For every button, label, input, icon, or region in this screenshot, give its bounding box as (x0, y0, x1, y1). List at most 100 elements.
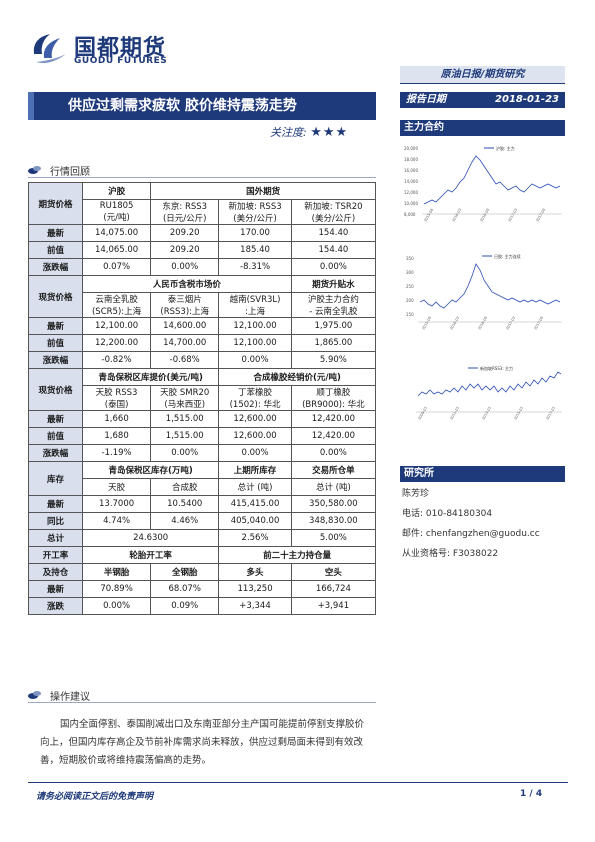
analyst-email: 邮件: chenfangzhen@guodu.cc (402, 529, 540, 539)
row-label: 同比 (28, 512, 83, 530)
column-header: 顺丁橡胶 (BR9000): 华北 (290, 385, 377, 411)
table-cell: 12,200.00 (81, 334, 152, 352)
section-market-review-label: 行情回顾 (50, 167, 90, 178)
table-cell: 10.5400 (150, 495, 220, 513)
table-cell: +3,344 (218, 597, 292, 615)
analyst-name: 陈芳珍 (402, 489, 430, 499)
market-table: 期货价格 沪胶 国外期货 RU1805 (元/吨) 东京: RSS3 (日元/公斤)… (28, 182, 377, 615)
table-row: 最新 70.89% 68.07% 113,250 166,724 (28, 580, 377, 598)
table-cell: +3,941 (290, 597, 377, 615)
report-date: 报告日期 2018-01-23 (400, 92, 565, 108)
disclaimer-link[interactable]: 请务必阅读正文后的免责声明 (36, 792, 154, 802)
row-label: 涨跌幅 (28, 351, 83, 369)
row-label: 期货价格 (28, 182, 83, 225)
row-label: 前值 (28, 427, 83, 445)
chart-legend: 新加坡RSS3: 主力 (480, 365, 513, 371)
table-cell: 166,724 (290, 580, 377, 598)
table-cell: 0.00% (218, 351, 292, 369)
y-tick-label: 250 (406, 284, 414, 289)
brand-name-en: GUODU FUTURES (74, 56, 168, 66)
table-row: 现货价格 青岛保税区库提价(美元/吨) 合成橡胶经销价(元/吨) (28, 368, 376, 411)
column-header: 全钢胎 (150, 563, 220, 581)
y-tick-label: 20,000 (404, 146, 418, 151)
svg-text:2009-01: 2009-01 (417, 406, 428, 421)
y-tick-label: 16,000 (404, 168, 418, 173)
row-label: 库存 (28, 461, 83, 496)
section-main-contract: 主力合约 (400, 120, 565, 136)
column-header: 新加坡: RSS3 (美分/公斤) (218, 199, 292, 225)
table-cell: 13.7000 (81, 495, 152, 513)
table-row: 期货价格 沪胶 国外期货 (28, 182, 376, 225)
table-row: 天胶 RSS3 (泰国) 天胶 SMR20 (马来西亚) 丁苯橡胶 (1502): 华… (29, 385, 377, 411)
table-row: 涨跌幅 -1.19% 0.00% 0.00% 0.00% (28, 444, 377, 462)
table-row: 库存 青岛保税区库存(万吨) 上期所库存 交易所仓单 (28, 461, 377, 496)
analyst-phone: 电话: 010-84180304 (402, 509, 493, 519)
chart-legend: 日胶: 主力连续 (494, 253, 521, 259)
table-cell: 14,600.00 (150, 317, 220, 335)
table-cell: 1,515.00 (150, 427, 220, 445)
column-header: 东京: RSS3 (日元/公斤) (150, 199, 220, 225)
y-tick-label: 12,000 (404, 190, 418, 195)
y-tick-label: 300 (406, 270, 414, 275)
attention-label: 关注度: (270, 126, 307, 139)
section-bullet-icon (28, 690, 42, 701)
table-cell: 12,100.00 (218, 317, 292, 335)
chart-legend: 沪胶: 主力 (496, 145, 515, 151)
svg-text:2016-09: 2016-09 (479, 208, 490, 223)
table-cell: 170.00 (218, 224, 292, 242)
table-cell: 12,420.00 (290, 427, 377, 445)
chart-shfe-rubber: 20,000 18,000 16,000 14,000 12,000 10,00… (404, 145, 562, 223)
svg-text:2016-03: 2016-03 (449, 316, 460, 331)
column-header: RU1805 (元/吨) (81, 199, 152, 225)
y-tick-label: 10,000 (404, 201, 418, 206)
table-row: 前值 14,065.00 209.20 185.40 154.40 (28, 241, 377, 259)
row-label: 现货价格 (28, 275, 83, 318)
y-tick-label: 350 (406, 256, 414, 261)
table-row: 开工率 轮胎开工率 前二十主力持仓量 (28, 546, 376, 564)
table-cell: 14,075.00 (81, 224, 152, 242)
table-header: 前二十主力持仓量 (218, 546, 376, 564)
table-header: 青岛保税区库提价(美元/吨) (81, 368, 220, 386)
section-institute: 研究所 (400, 466, 565, 482)
column-header: 泰三烟片 (RSS3):上海 (150, 292, 220, 318)
table-cell: -0.82% (81, 351, 152, 369)
footer-divider (28, 782, 568, 783)
row-label: 最新 (28, 580, 83, 598)
table-row: 同比 4.74% 4.46% 405,040.00 348,830.00 (28, 512, 377, 530)
row-label: 最新 (28, 317, 83, 335)
row-label: 最新 (28, 224, 83, 242)
table-cell: 1,975.00 (290, 317, 377, 335)
table-cell: 185.40 (218, 241, 292, 259)
brand-logo: 国都期货 GUODU FUTURES (30, 28, 190, 68)
table-row: 前值 1,680 1,515.00 12,600.00 12,420.00 (28, 427, 377, 445)
chart-sgx-rss3: 新加坡RSS3: 主力 2009-01 2011-01 2013-01 2015… (416, 365, 562, 421)
table-row: 最新 1,660 1,515.00 12,600.00 12,420.00 (28, 410, 377, 428)
advice-paragraph: 国内全面停割、泰国削减出口及东南亚部分主产国可能提前停割支撑胶价向上，但国内库存… (40, 719, 365, 766)
table-cell: 0.00% (290, 444, 377, 462)
column-header: 总计 (吨) (218, 478, 292, 496)
table-cell: 0.00% (81, 597, 152, 615)
analyst-license: 从业资格号: F3038022 (402, 549, 499, 559)
table-row: 最新 12,100.00 14,600.00 12,100.00 1,975.0… (28, 317, 377, 335)
row-label: 涨跌幅 (28, 444, 83, 462)
table-row: 最新 14,075.00 209.20 170.00 154.40 (28, 224, 377, 242)
table-row: 现货价格 人民币含税市场价 期货升贴水 (28, 275, 377, 318)
table-header: 青岛保税区库存(万吨) (81, 461, 220, 479)
report-date-value: 2018-01-23 (495, 94, 559, 105)
column-header: 云南全乳胶 (SCR5):上海 (81, 292, 152, 318)
y-tick-label: 8,000 (404, 212, 416, 217)
row-label: 最新 (28, 410, 83, 428)
table-cell: 14,700.00 (150, 334, 220, 352)
svg-text:2017-03: 2017-03 (505, 316, 516, 331)
table-row: 总计 24.6300 2.56% 5.00% (28, 529, 377, 547)
table-row: 涨跌幅 0.07% 0.00% -8.31% 0.00% (28, 258, 377, 276)
table-cell: 12,600.00 (218, 427, 292, 445)
table-cell: -8.31% (218, 258, 292, 276)
report-type: 原油日报/期货研究 (400, 66, 565, 84)
table-cell: 0.00% (290, 258, 377, 276)
table-cell: 24.6300 (81, 529, 220, 547)
section-divider (28, 702, 376, 703)
table-cell: 154.40 (290, 241, 377, 259)
y-tick-label: 14,000 (404, 179, 418, 184)
table-header: 人民币含税市场价 (82, 275, 292, 293)
